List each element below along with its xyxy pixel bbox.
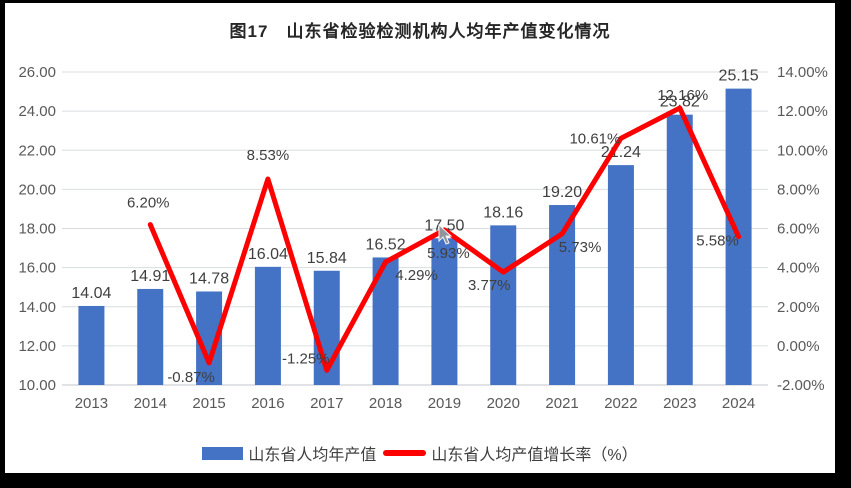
right-axis-tick-label: 6.00% — [777, 221, 820, 238]
line-value-label: 10.61% — [569, 130, 620, 147]
x-axis-year-label: 2017 — [310, 395, 343, 412]
x-axis-year-label: 2018 — [369, 395, 402, 412]
line-value-label: 5.58% — [696, 233, 739, 250]
legend-line-label: 山东省人均产值增长率（%） — [431, 447, 638, 464]
bar — [607, 165, 634, 385]
bar — [137, 288, 164, 385]
line-value-label: -0.87% — [167, 369, 215, 386]
x-axis-year-label: 2023 — [663, 395, 696, 412]
right-axis-tick-label: 8.00% — [777, 181, 820, 198]
right-axis-tick-label: 0.00% — [777, 338, 820, 355]
line-value-label: 6.20% — [127, 195, 170, 212]
line-value-label: 5.73% — [559, 239, 602, 256]
left-axis-tick-label: 24.00 — [18, 103, 56, 120]
right-axis-tick-label: -2.00% — [777, 377, 825, 394]
left-axis-tick-label: 16.00 — [18, 260, 56, 277]
x-axis-year-label: 2014 — [134, 395, 167, 412]
left-axis-tick-label: 20.00 — [18, 181, 56, 198]
line-value-label: 8.53% — [247, 147, 290, 164]
bar-value-label: 14.04 — [71, 285, 111, 302]
x-axis-year-label: 2024 — [722, 395, 755, 412]
x-axis-year-label: 2013 — [75, 395, 108, 412]
x-axis-year-label: 2021 — [545, 395, 578, 412]
bar — [666, 114, 693, 386]
bar-value-label: 18.16 — [483, 204, 523, 221]
bar — [78, 305, 105, 385]
line-value-label: 4.29% — [395, 267, 438, 284]
bar — [254, 266, 281, 385]
bar-value-label: 19.20 — [542, 184, 582, 201]
right-axis-tick-label: 12.00% — [777, 103, 828, 120]
bar-value-label: 16.52 — [366, 236, 406, 253]
line-value-label: 5.93% — [427, 245, 470, 262]
legend-line-swatch-icon — [383, 450, 427, 456]
left-axis-tick-label: 12.00 — [18, 338, 56, 355]
line-value-label: 12.16% — [657, 87, 708, 104]
right-axis-tick-label: 10.00% — [777, 142, 828, 159]
mouse-cursor-icon — [438, 223, 453, 245]
chart-canvas: 26.00 14.00% 24.00 12.00% 22.00 10.00% 20.00 8.… — [18, 64, 828, 412]
x-axis-year-label: 2019 — [428, 395, 461, 412]
line-value-label: 3.77% — [468, 277, 511, 294]
chart-title: 图17 山东省检验检测机构人均年产值变化情况 — [229, 22, 611, 41]
bar-value-label: 16.04 — [248, 246, 288, 263]
legend-bar-label: 山东省人均年产值 — [248, 447, 377, 464]
bar — [490, 225, 517, 385]
x-axis-year-label: 2015 — [192, 395, 225, 412]
bar-value-label: 25.15 — [719, 68, 759, 85]
left-axis-tick-label: 18.00 — [18, 221, 56, 238]
left-axis-tick-label: 26.00 — [18, 64, 56, 81]
right-axis-tick-label: 14.00% — [777, 64, 828, 81]
legend-bar-swatch-icon — [202, 446, 244, 460]
x-axis-year-label: 2020 — [487, 395, 520, 412]
right-axis-tick-label: 2.00% — [777, 299, 820, 316]
bar-value-label: 14.91 — [130, 268, 170, 285]
bar-value-label: 23.82 — [660, 94, 700, 111]
bar-value-label: 17.50 — [424, 217, 464, 234]
bar — [431, 238, 458, 385]
left-axis-tick-label: 22.00 — [18, 142, 56, 159]
left-axis-tick-label: 10.00 — [18, 377, 56, 394]
x-axis-year-label: 2022 — [604, 395, 637, 412]
left-axis-tick-label: 14.00 — [18, 299, 56, 316]
bar-value-label: 15.84 — [307, 250, 347, 267]
legend: 山东省人均年产值 山东省人均产值增长率（%） — [5, 441, 835, 465]
line-value-label: -1.25% — [282, 350, 330, 367]
right-axis-tick-label: 4.00% — [777, 260, 820, 277]
bar-value-label: 14.78 — [189, 270, 229, 287]
x-axis-year-label: 2016 — [251, 395, 284, 412]
